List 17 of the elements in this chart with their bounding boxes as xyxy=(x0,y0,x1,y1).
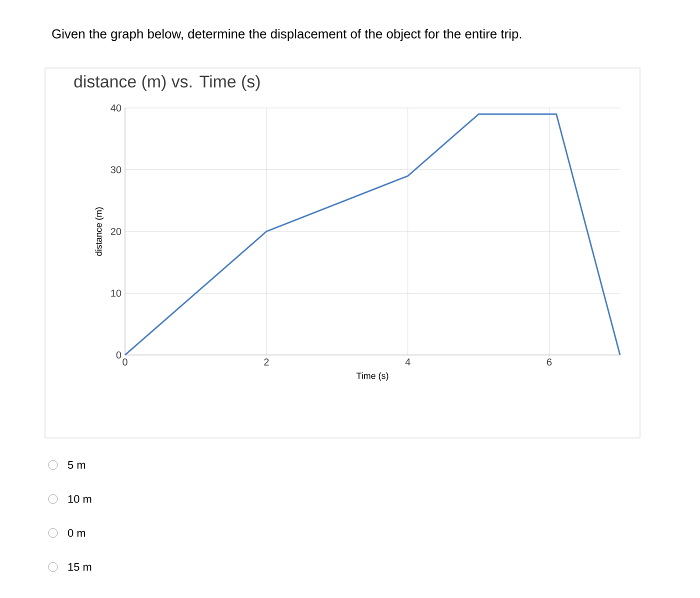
x-tick-label: 6 xyxy=(547,358,552,366)
text: 5 m xyxy=(68,461,86,469)
x-tick-label: 0 xyxy=(122,358,128,366)
text: 15 m xyxy=(68,563,92,571)
y-tick-label: 10 xyxy=(111,290,122,297)
text: 0 m xyxy=(68,529,86,537)
y-tick-label: 30 xyxy=(110,166,122,174)
x-axis-title: Time (s) xyxy=(356,372,388,381)
y-axis-title: distance (m) xyxy=(95,207,104,256)
text: Given the graph below, determine the displacement of the object for the entire trip. xyxy=(52,28,522,42)
y-tick-label: 40 xyxy=(110,104,122,112)
y-tick-label: 20 xyxy=(110,228,122,236)
text: 10 m xyxy=(68,495,92,503)
x-tick-label: 2 xyxy=(264,358,269,366)
chart-title: distance (m) vs. Time (s) xyxy=(74,75,260,91)
y-tick-label: 0 xyxy=(116,351,122,359)
x-tick-label: 4 xyxy=(405,358,410,366)
